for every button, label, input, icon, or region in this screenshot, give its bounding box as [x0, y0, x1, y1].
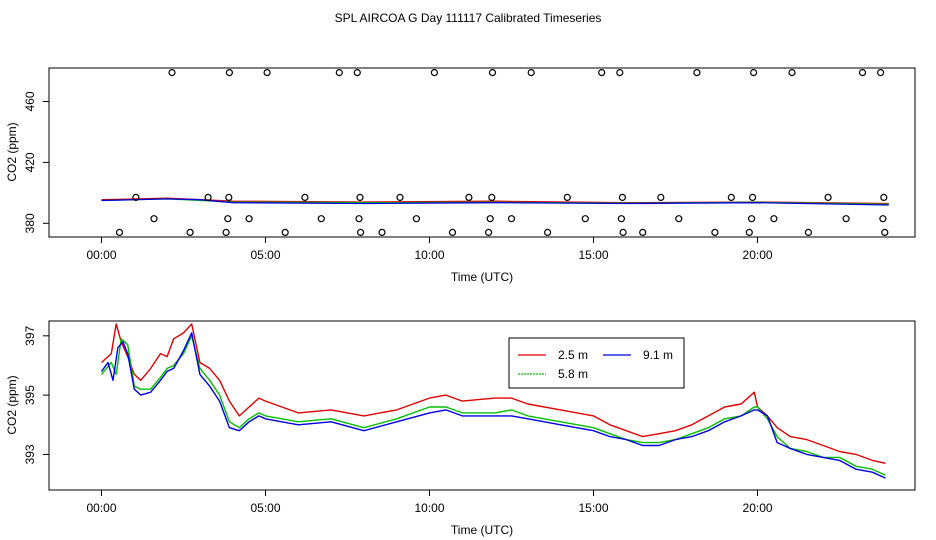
plot-frame-top: [48, 67, 916, 238]
top-data-point: [355, 215, 363, 223]
bottom-ytick-label: 393: [23, 444, 37, 464]
top-ytick-label: 380: [23, 213, 37, 233]
top-data-point: [727, 193, 735, 201]
top-data-point: [880, 193, 888, 201]
top-xtick-label: 20:00: [743, 248, 773, 262]
top-data-point: [770, 215, 778, 223]
top-data-point: [881, 228, 889, 236]
top-data-point: [486, 215, 494, 223]
panel-top: 00:00 05:00 10:00 15:00 20:00 380 420 460 Time …: [5, 67, 916, 284]
top-data-point: [224, 215, 232, 223]
top-data-point: [675, 215, 683, 223]
top-data-point: [132, 193, 140, 201]
top-data-point: [222, 228, 230, 236]
bottom-xlabel: Time (UTC): [451, 523, 513, 537]
top-data-point: [618, 193, 627, 201]
bottom-xtick-label: 20:00: [743, 501, 773, 515]
top-data-point: [693, 68, 701, 77]
top-ylabel: CO2 (ppm): [5, 122, 19, 181]
top-data-point: [804, 228, 813, 236]
top-data-point: [245, 215, 253, 223]
top-data-point: [749, 68, 758, 77]
top-xtick-label: 15:00: [579, 248, 609, 262]
top-data-point: [335, 68, 343, 77]
top-data-point: [824, 193, 832, 201]
bottom-ytick-label: 395: [23, 385, 37, 405]
top-ytick-label: 420: [23, 152, 37, 172]
top-data-point: [619, 228, 627, 236]
top-data-point: [357, 228, 365, 236]
top-data-point: [150, 215, 158, 223]
top-data-point: [263, 68, 271, 77]
top-data-point: [598, 68, 606, 77]
top-data-point: [488, 193, 496, 201]
top-data-point: [168, 68, 176, 77]
top-data-point: [186, 228, 194, 236]
top-data-point: [616, 68, 624, 77]
bottom-xtick-label: 15:00: [579, 501, 609, 515]
top-data-point: [563, 193, 571, 201]
top-data-point: [317, 215, 325, 223]
top-xtick-label: 05:00: [250, 248, 280, 262]
panel-bottom: 00:00 05:00 10:00 15:00 20:00 393 395 397 Time …: [5, 320, 916, 537]
bottom-ytick-label: 397: [23, 325, 37, 345]
top-data-point: [225, 68, 233, 77]
top-series: [101, 197, 889, 206]
top-data-point: [488, 68, 497, 77]
top-data-point: [527, 68, 535, 77]
legend-label-5-8m: 5.8 m: [558, 367, 588, 381]
top-axes: 00:00 05:00 10:00 15:00 20:00 380 420 460: [23, 91, 773, 262]
top-data-point: [879, 215, 887, 223]
top-data-point: [745, 228, 753, 236]
top-data-point: [788, 68, 796, 77]
top-data-point: [204, 193, 212, 201]
top-data-point: [617, 215, 626, 223]
top-data-point: [430, 68, 438, 77]
top-data-point: [858, 68, 867, 77]
top-data-point: [378, 228, 386, 236]
legend: 2.5 m 9.1 m 5.8 m: [508, 337, 685, 389]
bottom-xtick-label: 05:00: [250, 501, 280, 515]
top-data-point: [657, 193, 665, 201]
bottom-line-5-8-m: [100, 335, 886, 476]
top-xtick-label: 10:00: [414, 248, 444, 262]
top-data-point: [507, 215, 516, 223]
top-data-point: [639, 228, 647, 236]
bottom-xtick-label: 00:00: [86, 501, 116, 515]
top-data-point: [281, 228, 289, 236]
top-data-point: [356, 193, 364, 201]
top-data-point: [876, 68, 885, 77]
bottom-axes: 00:00 05:00 10:00 15:00 20:00 393 395 397: [23, 325, 773, 515]
top-data-point: [301, 193, 309, 201]
top-data-point: [353, 68, 361, 77]
legend-box: [508, 337, 685, 389]
top-data-point: [543, 228, 552, 236]
top-points: [115, 68, 889, 236]
top-data-point: [748, 193, 757, 201]
legend-label-9-1m: 9.1 m: [643, 348, 673, 362]
top-data-point: [581, 215, 589, 223]
top-data-point: [412, 215, 420, 223]
top-data-point: [842, 215, 850, 223]
top-data-point: [465, 193, 473, 201]
top-data-point: [225, 193, 233, 201]
top-data-point: [396, 193, 404, 201]
bottom-xtick-label: 10:00: [414, 501, 444, 515]
top-data-point: [115, 228, 124, 236]
top-ytick-label: 460: [23, 91, 37, 111]
legend-label-2-5m: 2.5 m: [558, 348, 588, 362]
top-data-point: [747, 215, 756, 223]
bottom-ylabel: CO2 (ppm): [5, 375, 19, 434]
bottom-line-9-1-m: [100, 332, 886, 479]
top-data-point: [485, 228, 493, 236]
top-xtick-label: 00:00: [86, 248, 116, 262]
top-xlabel: Time (UTC): [451, 270, 513, 284]
page-title: SPL AIRCOA G Day 111117 Calibrated Times…: [335, 11, 602, 25]
top-line-9-1-m: [101, 198, 889, 206]
top-data-point: [448, 228, 457, 236]
bottom-series: [100, 323, 886, 479]
top-data-point: [711, 228, 719, 236]
plot-frame-bottom: [48, 320, 916, 491]
